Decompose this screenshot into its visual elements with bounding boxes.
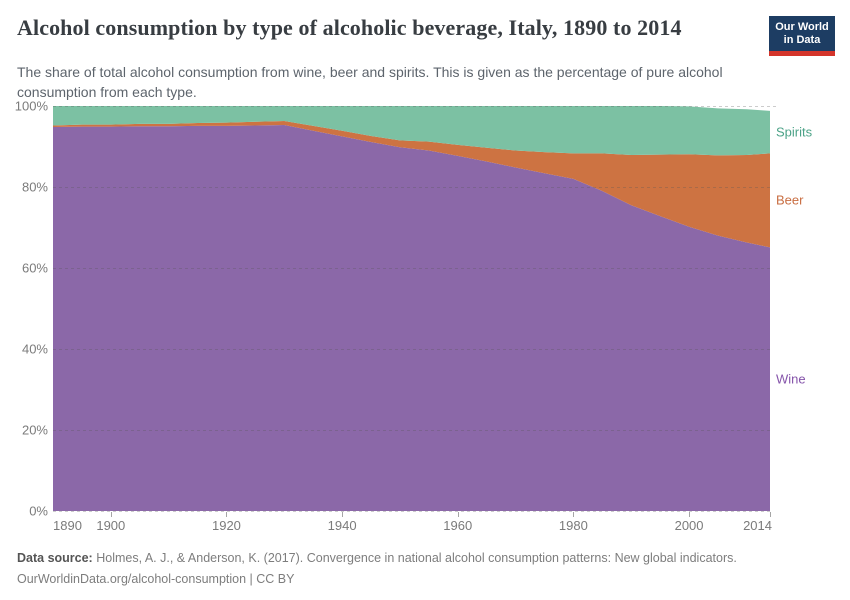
series-label-spirits[interactable]: Spirits: [776, 124, 813, 140]
chart-footer: Data source: Holmes, A. J., & Anderson, …: [17, 548, 737, 590]
owid-logo-line2: in Data: [783, 34, 821, 46]
footer-source-line: Data source: Holmes, A. J., & Anderson, …: [17, 548, 737, 569]
data-source-label: Data source:: [17, 551, 93, 565]
owid-logo-line1: Our World: [775, 21, 829, 33]
series-label-beer[interactable]: Beer: [776, 192, 804, 208]
footer-license-line: OurWorldinData.org/alcohol-consumption |…: [17, 572, 295, 586]
data-source-text: Holmes, A. J., & Anderson, K. (2017). Co…: [96, 551, 737, 565]
page-title: Alcohol consumption by type of alcoholic…: [17, 15, 682, 40]
series-label-wine[interactable]: Wine: [776, 371, 806, 387]
owid-logo[interactable]: Our World in Data: [769, 16, 835, 56]
page-subtitle: The share of total alcohol consumption f…: [17, 64, 723, 100]
